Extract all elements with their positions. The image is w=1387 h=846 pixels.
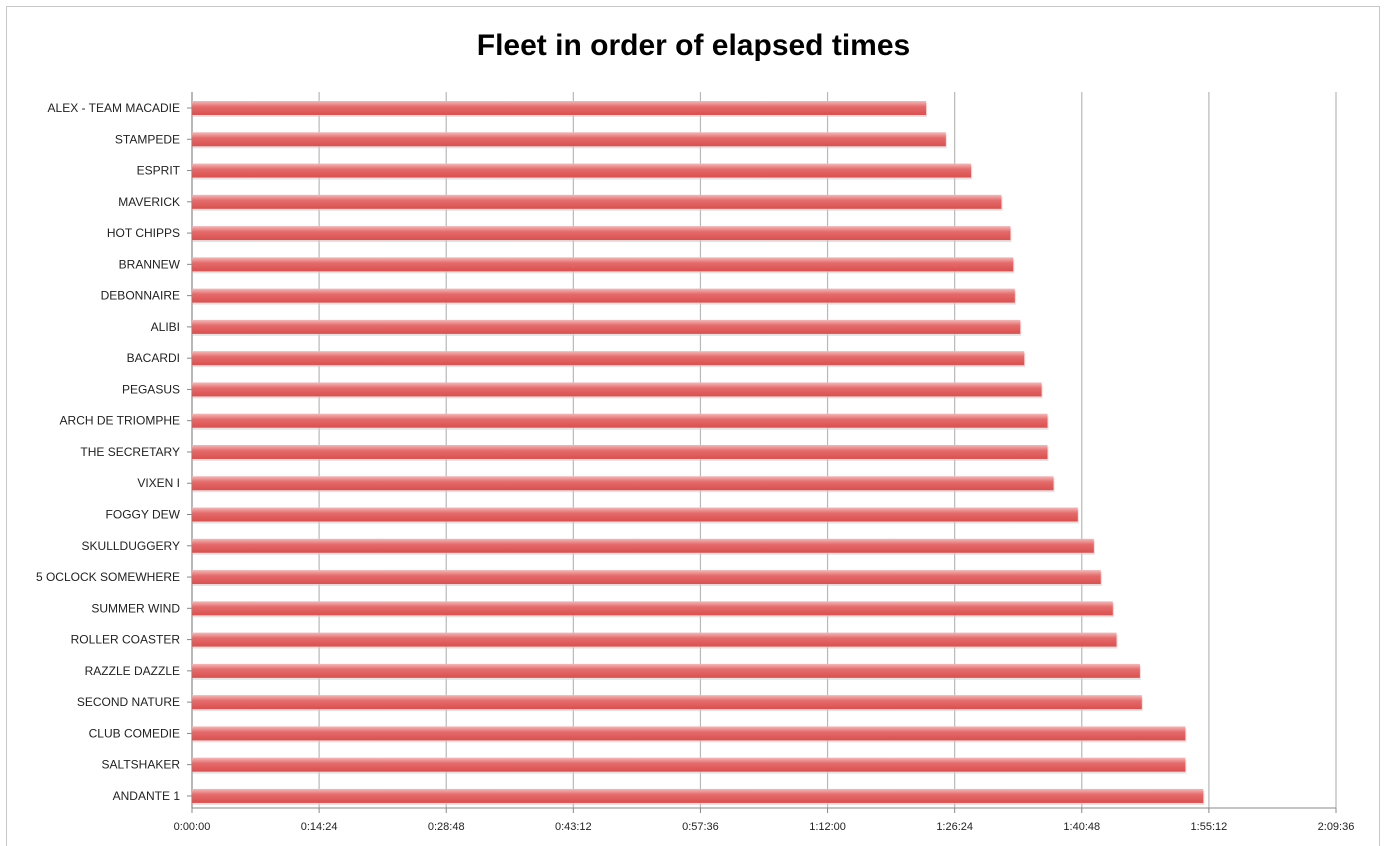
category-label: PEGASUS <box>122 382 180 396</box>
bar <box>192 194 1002 209</box>
bar <box>192 288 1015 303</box>
bar-layer <box>192 101 1205 805</box>
bar <box>192 538 1094 553</box>
category-label: VIXEN I <box>137 476 180 490</box>
bar <box>192 319 1021 334</box>
x-tick-label: 1:12:00 <box>809 821 846 833</box>
bar <box>192 570 1101 585</box>
category-label: ARCH DE TRIOMPHE <box>60 414 180 428</box>
x-tick-label: 2:09:36 <box>1318 821 1355 833</box>
x-tick-label: 1:55:12 <box>1191 821 1228 833</box>
x-tick-label: 0:28:48 <box>428 821 465 833</box>
bar <box>192 444 1048 459</box>
chart-title: Fleet in order of elapsed times <box>476 29 911 62</box>
category-label: RAZZLE DAZZLE <box>85 664 180 678</box>
category-label: SKULLDUGGERY <box>82 539 180 553</box>
bar <box>192 726 1186 741</box>
category-label: BRANNEW <box>119 257 181 271</box>
bar <box>192 101 927 115</box>
label-layer: 0:00:00 0:14:24 0:28:48 0:43:12 0:57:36 1:12:… <box>36 101 1354 833</box>
category-label: CLUB COMEDIE <box>89 726 180 740</box>
x-tick-label: 1:26:24 <box>936 821 973 833</box>
category-label: SECOND NATURE <box>77 695 180 709</box>
bar <box>192 413 1048 428</box>
bar <box>192 351 1025 366</box>
category-label: ANDANTE 1 <box>113 789 181 803</box>
category-label: ROLLER COASTER <box>71 633 181 647</box>
category-label: ALIBI <box>151 320 180 334</box>
bar <box>192 788 1204 803</box>
bar <box>192 695 1142 710</box>
x-tick-label: 1:40:48 <box>1063 821 1100 833</box>
bar <box>192 632 1117 647</box>
category-label: THE SECRETARY <box>80 445 180 459</box>
category-label: BACARDI <box>127 351 180 365</box>
bar <box>192 226 1011 241</box>
bar <box>192 757 1186 772</box>
category-label: ESPRIT <box>137 164 181 178</box>
x-tick-label: 0:00:00 <box>174 821 211 833</box>
category-label: 5 OCLOCK SOMEWHERE <box>36 570 180 584</box>
bar <box>192 382 1042 397</box>
x-tick-label: 0:14:24 <box>301 821 338 833</box>
category-label: HOT CHIPPS <box>107 226 180 240</box>
category-label: ALEX - TEAM MACADIE <box>48 101 180 115</box>
category-label: DEBONNAIRE <box>101 289 180 303</box>
category-label: STAMPEDE <box>115 132 180 146</box>
bar <box>192 476 1054 491</box>
category-label: MAVERICK <box>118 195 180 209</box>
x-tick-label: 0:57:36 <box>682 821 719 833</box>
bar <box>192 507 1078 522</box>
bar <box>192 663 1140 678</box>
bar <box>192 163 971 178</box>
bar <box>192 257 1014 272</box>
category-label: SUMMER WIND <box>91 601 180 615</box>
category-label: FOGGY DEW <box>106 508 181 522</box>
bar <box>192 601 1113 616</box>
category-label: SALTSHAKER <box>102 758 181 772</box>
x-tick-label: 0:43:12 <box>555 821 592 833</box>
bar <box>192 132 946 147</box>
